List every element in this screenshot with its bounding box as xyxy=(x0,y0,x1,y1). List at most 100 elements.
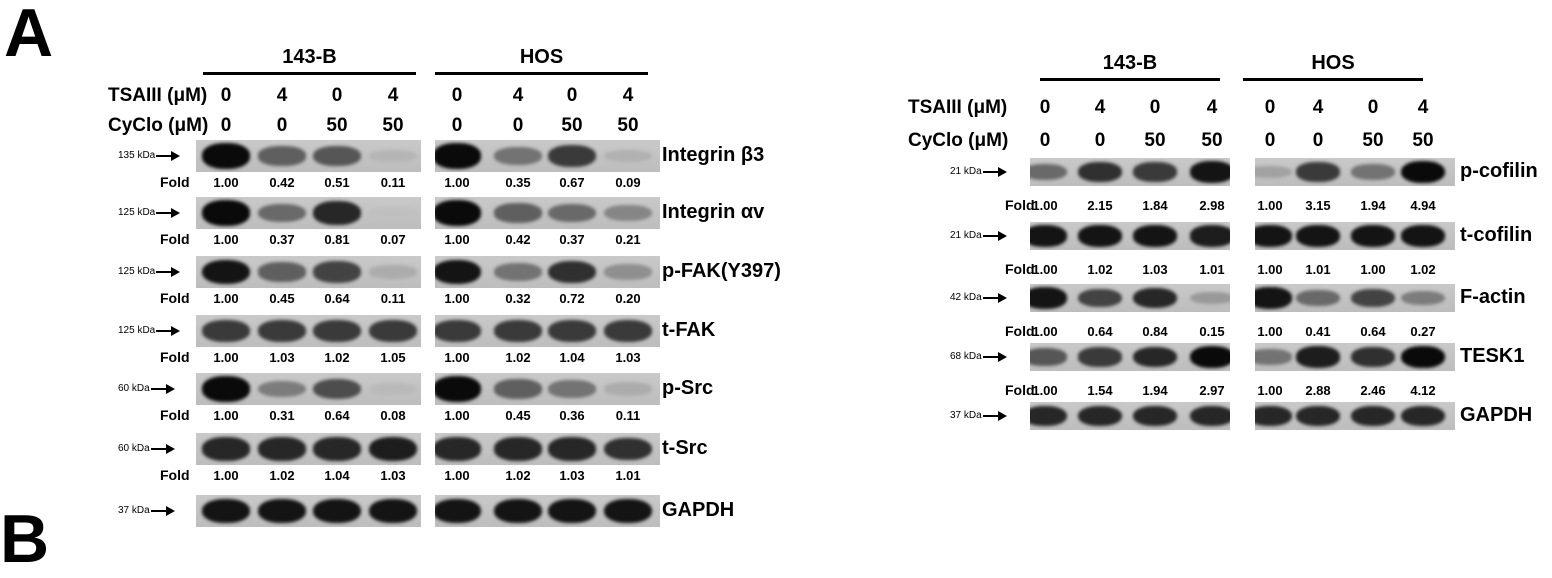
blot-strip xyxy=(1255,222,1455,250)
fold-label: Fold xyxy=(1005,382,1035,398)
treatment-value: 4 xyxy=(387,85,399,106)
blot-band xyxy=(369,149,417,163)
blot-band xyxy=(369,320,417,342)
kda-marker: 60 kDa xyxy=(118,443,175,454)
blot-band xyxy=(1030,405,1067,427)
kda-label: 125 kDa xyxy=(118,207,156,218)
marker-arrow-icon xyxy=(982,230,1007,241)
kda-label: 37 kDa xyxy=(950,410,982,421)
fold-label: Fold xyxy=(160,174,190,190)
blot-band xyxy=(258,262,306,282)
marker-arrow-icon xyxy=(150,443,175,454)
fold-value: 0.09 xyxy=(615,175,641,190)
blot-band xyxy=(435,498,481,524)
fold-value: 3.15 xyxy=(1305,198,1331,213)
treatment-label: CyClo (μM) xyxy=(908,130,1009,151)
fold-value: 0.11 xyxy=(380,175,406,190)
kda-label: 37 kDa xyxy=(118,505,150,516)
blot-band xyxy=(1351,288,1395,308)
panel-label-a: A xyxy=(4,0,54,71)
blot-band xyxy=(1296,346,1340,368)
protein-label: F-actin xyxy=(1460,286,1526,308)
treatment-value: 0 xyxy=(1264,130,1276,151)
blot-band xyxy=(1190,291,1230,305)
fold-value: 1.00 xyxy=(213,291,239,306)
fold-value: 1.54 xyxy=(1087,383,1113,398)
blot-band xyxy=(494,498,542,524)
treatment-value: 4 xyxy=(276,85,288,106)
blot-band xyxy=(548,320,596,342)
blot-band xyxy=(604,437,652,461)
treatment-label: TSAIII (μM) xyxy=(108,85,208,106)
fold-value: 0.81 xyxy=(324,232,350,247)
blot-band xyxy=(1296,405,1340,427)
blot-band xyxy=(1351,405,1395,427)
blot-band xyxy=(1401,160,1445,184)
fold-value: 1.00 xyxy=(444,175,470,190)
fold-value: 0.35 xyxy=(505,175,531,190)
fold-label: Fold xyxy=(1005,323,1035,339)
marker-arrow-icon xyxy=(156,150,181,161)
blot-band xyxy=(202,437,250,461)
fold-value: 0.72 xyxy=(559,291,585,306)
fold-value: 1.02 xyxy=(324,350,350,365)
treatment-value: 0 xyxy=(220,115,232,136)
fold-value: 1.05 xyxy=(380,350,406,365)
fold-value: 0.11 xyxy=(380,291,406,306)
blot-band xyxy=(202,259,250,285)
blot-strip xyxy=(435,197,660,229)
fold-value: 0.64 xyxy=(324,408,350,423)
blot-strip xyxy=(1030,222,1230,250)
fold-value: 1.00 xyxy=(1360,262,1386,277)
fold-value: 1.00 xyxy=(213,175,239,190)
fold-value: 1.02 xyxy=(1410,262,1436,277)
fold-value: 1.03 xyxy=(380,468,406,483)
blot-band xyxy=(313,437,361,461)
fold-value: 1.00 xyxy=(1257,262,1283,277)
blot-band xyxy=(1255,349,1292,365)
blot-band xyxy=(258,498,306,524)
treatment-value: 0 xyxy=(220,85,232,106)
fold-value: 0.64 xyxy=(1360,324,1386,339)
blot-band xyxy=(1078,405,1122,427)
fold-value: 1.01 xyxy=(615,468,641,483)
group-header: 143-B xyxy=(282,46,337,68)
kda-marker: 135 kDa xyxy=(118,150,181,161)
blot-band xyxy=(313,261,361,283)
fold-value: 1.03 xyxy=(269,350,295,365)
blot-band xyxy=(494,203,542,223)
blot-strip xyxy=(435,140,660,172)
fold-value: 4.12 xyxy=(1410,383,1436,398)
fold-value: 1.00 xyxy=(1257,198,1283,213)
treatment-value: 0 xyxy=(1264,97,1276,118)
fold-value: 2.46 xyxy=(1360,383,1386,398)
treatment-value: 50 xyxy=(561,115,583,136)
fold-value: 1.00 xyxy=(213,232,239,247)
fold-value: 0.67 xyxy=(559,175,585,190)
treatment-value: 50 xyxy=(1412,130,1434,151)
fold-value: 0.42 xyxy=(269,175,295,190)
marker-arrow-icon xyxy=(982,292,1007,303)
fold-label: Fold xyxy=(160,467,190,483)
blot-band xyxy=(604,320,652,342)
blot-band xyxy=(548,498,596,524)
blot-band xyxy=(313,378,361,400)
treatment-value: 4 xyxy=(622,85,634,106)
fold-value: 0.07 xyxy=(380,232,406,247)
fold-value: 0.27 xyxy=(1410,324,1436,339)
treatment-value: 4 xyxy=(1094,97,1106,118)
blot-band xyxy=(313,201,361,225)
marker-arrow-icon xyxy=(982,410,1007,421)
blot-band xyxy=(202,200,250,226)
blot-strip xyxy=(1030,343,1230,371)
blot-band xyxy=(1078,162,1122,182)
treatment-value: 0 xyxy=(1367,97,1379,118)
kda-label: 21 kDa xyxy=(950,230,982,241)
fold-label: Fold xyxy=(160,290,190,306)
blot-band xyxy=(604,264,652,280)
kda-marker: 42 kDa xyxy=(950,292,1007,303)
protein-label: t-FAK xyxy=(662,319,716,341)
protein-label: p-Src xyxy=(662,377,714,399)
fold-value: 1.00 xyxy=(1032,383,1058,398)
